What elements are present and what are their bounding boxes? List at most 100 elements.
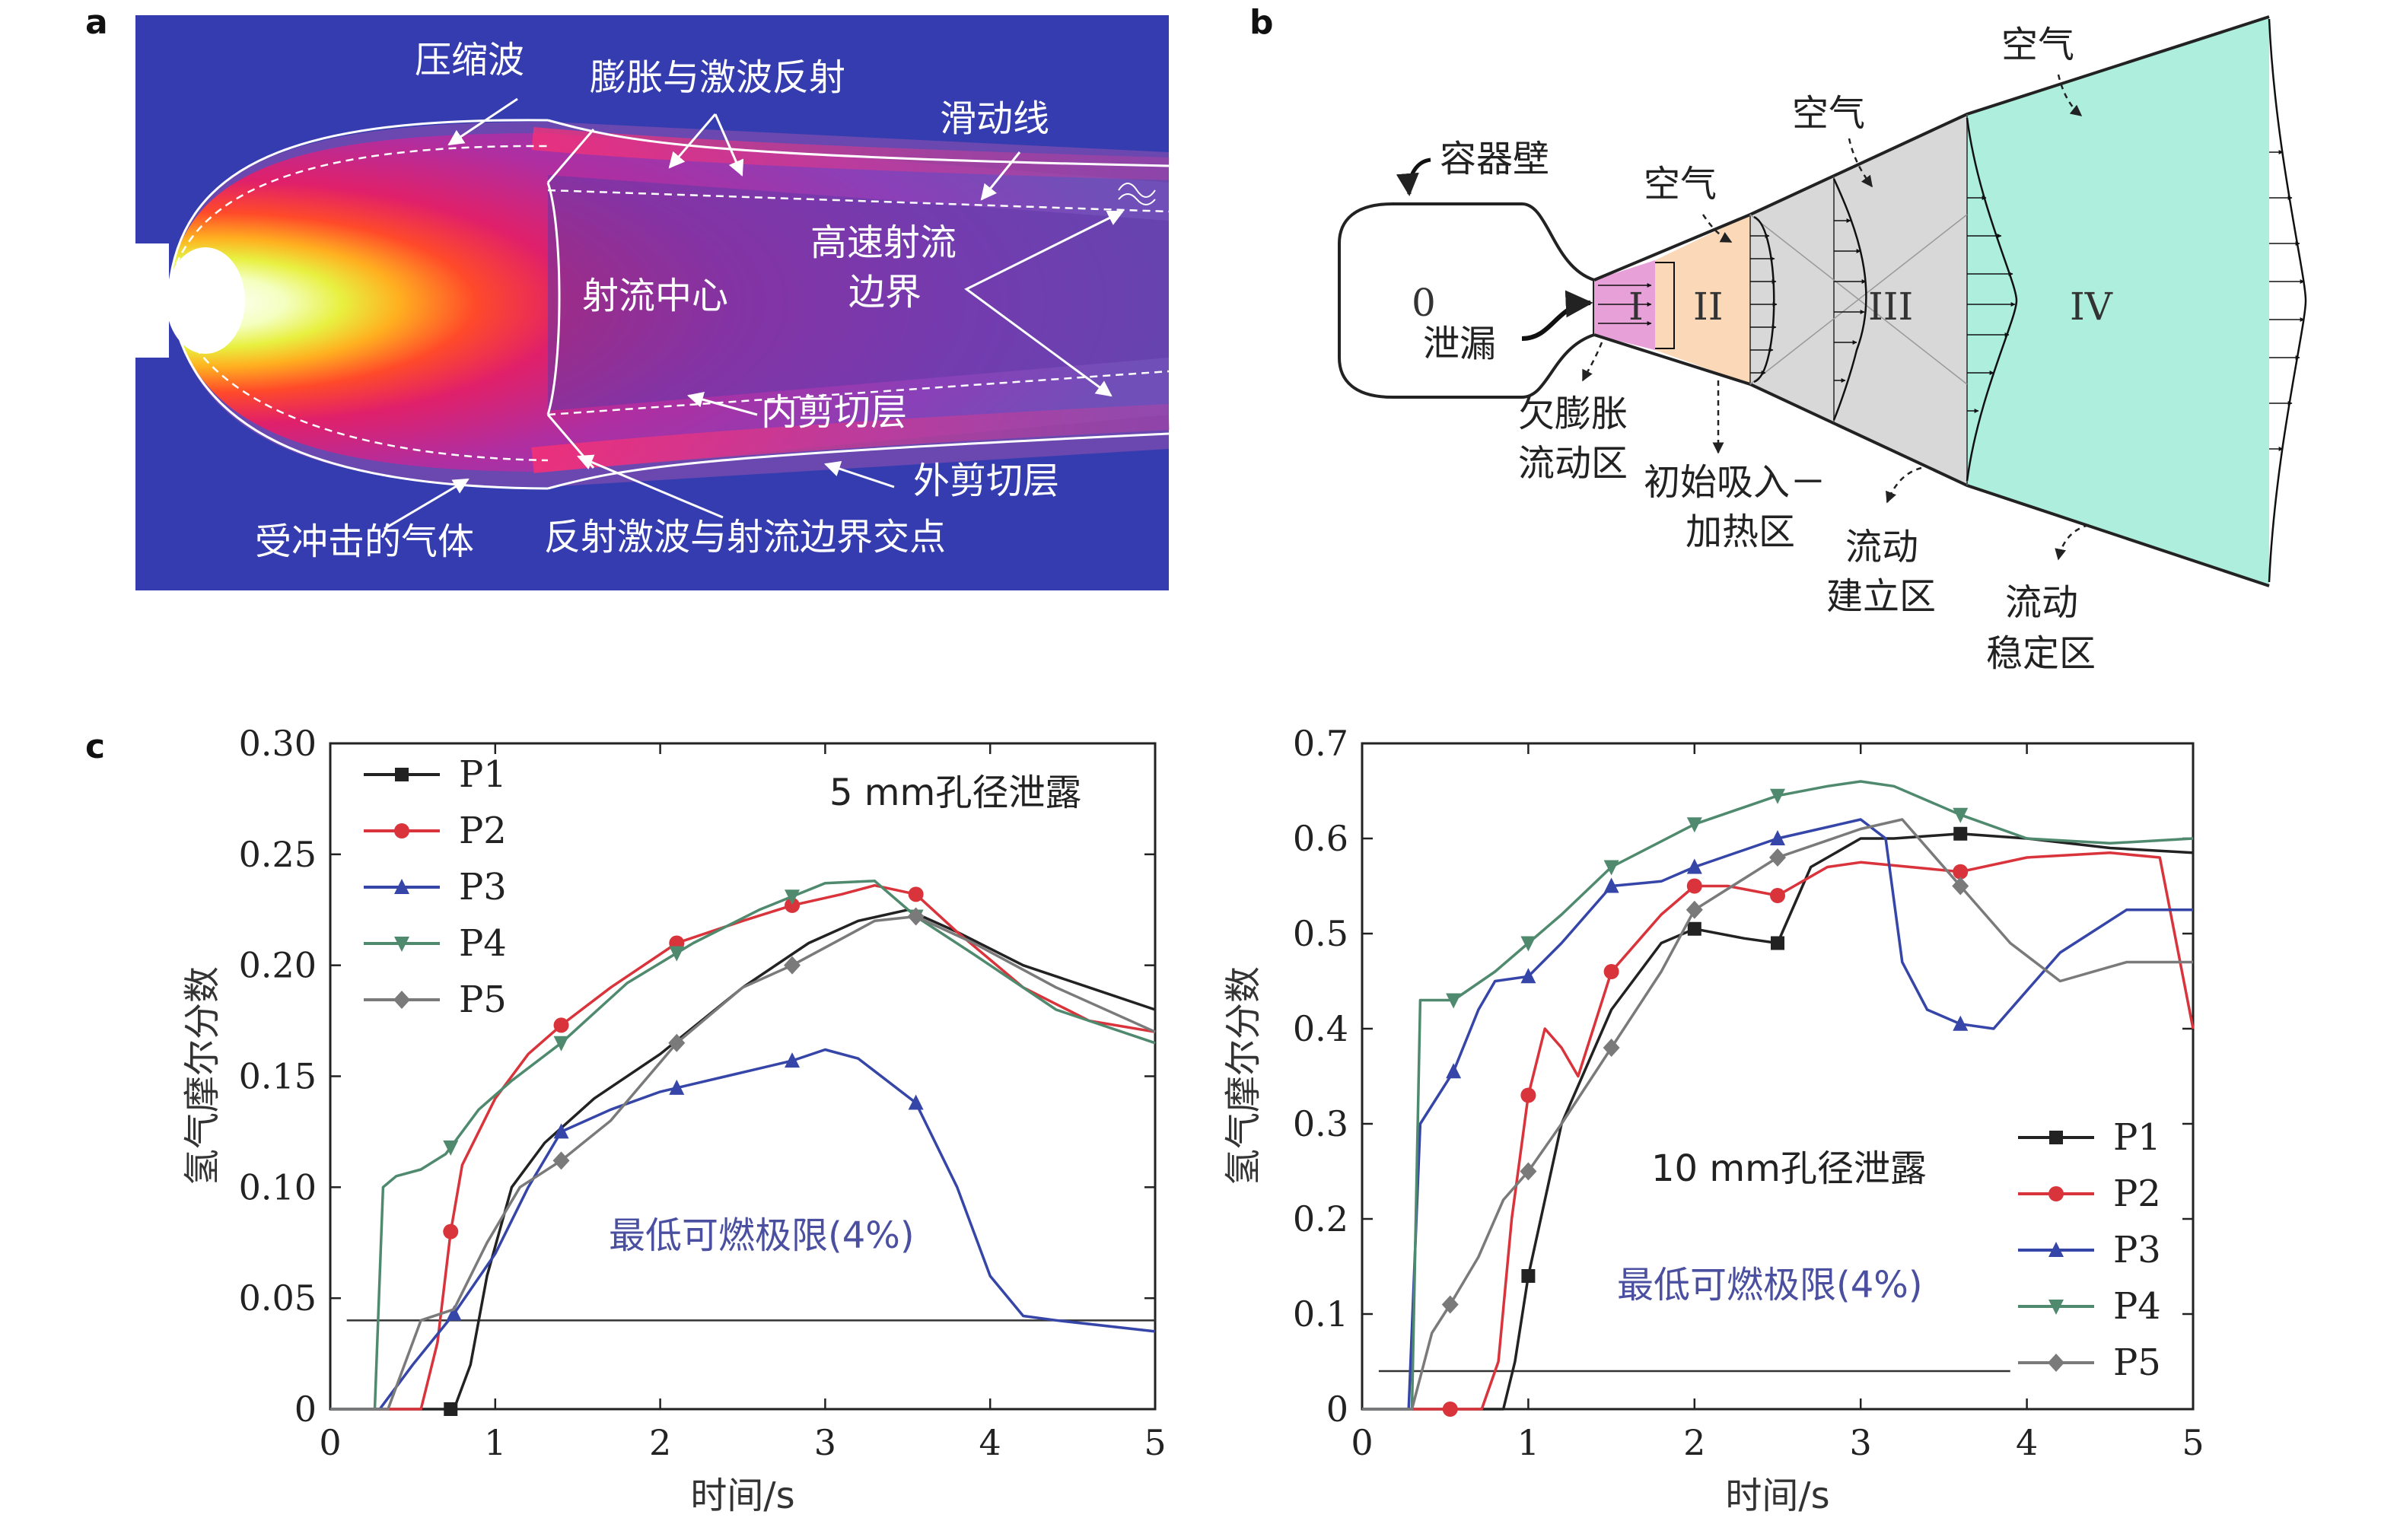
- legend-marker-P2: [2048, 1186, 2064, 1201]
- series-line-P5: [1362, 818, 2193, 1411]
- legend-label-P4: P4: [2113, 1285, 2161, 1328]
- legend-label-P2: P2: [459, 810, 507, 852]
- data-point-P3: [1446, 1063, 1462, 1079]
- x-tick-label: 0: [319, 1422, 341, 1463]
- series-line-P4: [330, 880, 1156, 1411]
- plot-frame: [1361, 742, 2195, 1411]
- data-point-P3: [1686, 858, 1702, 874]
- chart-title: 10 mm孔径泄露: [1651, 1147, 1927, 1190]
- data-point-P4: [1953, 807, 1969, 823]
- legend-marker-P5: [393, 991, 410, 1009]
- label-air-2: 空气: [1792, 92, 1865, 135]
- label-zone-III: III: [1868, 285, 1913, 329]
- zone-I: [1594, 260, 1655, 350]
- x-tick-label: 3: [1850, 1422, 1872, 1463]
- y-tick-label: 0.5: [1293, 913, 1348, 954]
- data-point-P2: [1770, 888, 1785, 903]
- data-point-P2: [1603, 964, 1619, 979]
- y-tick-label: 0.4: [1293, 1008, 1348, 1049]
- label-underexpanded-2: 流动区: [1518, 442, 1628, 485]
- data-point-P3: [1603, 877, 1619, 893]
- label-high-speed-boundary-2: 边界: [848, 271, 922, 313]
- label-initial-2: 加热区: [1686, 511, 1795, 553]
- legend-marker-P2: [394, 823, 409, 838]
- data-point-P3: [1953, 1015, 1969, 1031]
- data-point-P3: [908, 1094, 924, 1110]
- data-point-P4: [1520, 936, 1536, 952]
- y-tick-label: 0.3: [1293, 1103, 1348, 1144]
- label-expansion-reflection: 膨胀与激波反射: [590, 56, 845, 99]
- y-tick-label: 0.15: [239, 1056, 317, 1097]
- data-point-P5: [907, 907, 925, 926]
- label-jet-core: 射流中心: [582, 275, 728, 317]
- data-point-P4: [1770, 788, 1785, 804]
- label-slip-line: 滑动线: [940, 97, 1049, 140]
- data-point-P2: [1686, 878, 1702, 894]
- zone-IIIb: [1834, 114, 1967, 485]
- data-point-P5: [1441, 1295, 1459, 1314]
- legend-marker-P5: [2048, 1354, 2064, 1372]
- data-point-P5: [1686, 900, 1703, 919]
- legend-label-P1: P1: [459, 753, 507, 796]
- label-shocked-gas: 受冲击的气体: [255, 520, 474, 563]
- data-point-P1: [1771, 936, 1784, 950]
- data-point-P1: [1521, 1269, 1536, 1283]
- legend-marker-P3: [394, 879, 409, 894]
- data-point-P4: [785, 889, 801, 905]
- label-intersection: 反射激波与射流边界交点: [544, 516, 946, 558]
- label-zone-IV: IV: [2070, 285, 2113, 329]
- chart-10mm: 0 1 2 3 4 5 0 0.1 0.2 0.3 0.4 0.5 0.6 0.7 时间/s 氢气摩尔分数最低…: [1222, 723, 2204, 1517]
- series-line-P1: [330, 908, 1156, 1411]
- label-zone0-name: 泄漏: [1423, 323, 1496, 365]
- data-point-P4: [1603, 860, 1619, 876]
- label-steady-2: 稳定区: [1986, 632, 2096, 675]
- y-tick-label: 0.6: [1293, 818, 1348, 859]
- y-tick-label: 0.30: [239, 723, 317, 764]
- y-tick-label: 0.2: [1293, 1198, 1348, 1239]
- label-compression-wave: 压缩波: [415, 39, 524, 81]
- legend-marker-P4: [394, 937, 409, 952]
- legend-marker-P3: [2048, 1242, 2064, 1257]
- data-point-P5: [1952, 877, 1969, 896]
- data-point-P4: [669, 946, 685, 962]
- legend-marker-P1: [395, 768, 409, 781]
- x-tick-label: 4: [2016, 1422, 2038, 1463]
- data-point-P2: [908, 886, 924, 902]
- label-initial-1: 初始吸入－: [1644, 461, 1826, 504]
- x-tick-label: 0: [1351, 1422, 1373, 1463]
- x-tick-label: 5: [2182, 1422, 2204, 1463]
- data-point-P5: [1520, 1162, 1537, 1181]
- legend-label-P1: P1: [2113, 1116, 2161, 1159]
- label-zone-II: II: [1693, 285, 1724, 329]
- data-point-P4: [1446, 993, 1462, 1009]
- legend-label-P4: P4: [459, 922, 507, 965]
- panel-a-jet-image: 压缩波 膨胀与激波反射 滑动线 射流中心 高速射流 边界 内剪切层 外剪切层 受…: [135, 15, 1170, 590]
- label-zone0-number: 0: [1412, 281, 1436, 325]
- zone-IIIa: [1750, 177, 1834, 422]
- legend-marker-P4: [2048, 1300, 2064, 1315]
- label-outer-shear: 外剪切层: [913, 460, 1059, 502]
- legend-label-P5: P5: [459, 978, 507, 1021]
- label-zone-I: I: [1628, 285, 1644, 329]
- data-point-P2: [443, 1223, 459, 1239]
- data-point-P5: [552, 1151, 570, 1170]
- label-inner-shear: 内剪切层: [761, 391, 907, 434]
- data-point-P4: [1686, 817, 1702, 833]
- panel-label-c: c: [85, 727, 105, 766]
- panel-label-a: a: [85, 3, 108, 42]
- panel-b-schematic: 容器壁 0 泄漏 空气 空气 空气 I II III IV 欠膨胀 流动区 初始…: [1338, 15, 2307, 675]
- y-tick-label: 0.20: [239, 945, 317, 986]
- flammability-limit-label: 最低可燃极限(4%): [1617, 1264, 1923, 1306]
- label-steady-1: 流动: [2005, 581, 2078, 624]
- series-line-P4: [1362, 780, 2194, 1411]
- data-point-P3: [669, 1079, 685, 1095]
- data-point-P5: [784, 956, 801, 975]
- zone-II: [1655, 215, 1750, 384]
- data-point-P2: [1953, 864, 1969, 880]
- x-tick-label: 1: [1517, 1422, 1539, 1463]
- legend-label-P3: P3: [459, 866, 507, 908]
- y-tick-label: 0.7: [1293, 723, 1348, 764]
- x-tick-label: 5: [1144, 1422, 1166, 1463]
- data-point-P5: [1769, 848, 1786, 867]
